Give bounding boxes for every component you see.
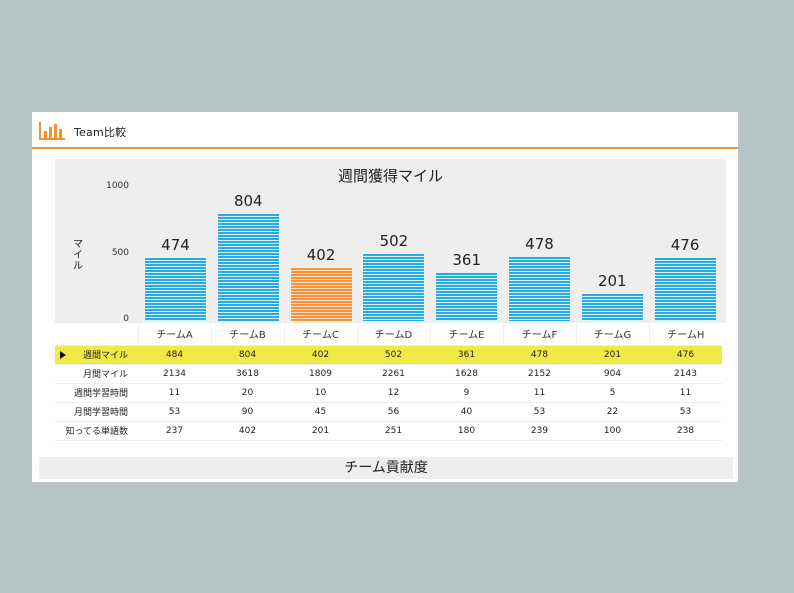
table-cell: 53 xyxy=(649,402,722,422)
row-label: 知ってる単語数 xyxy=(55,421,138,441)
bar[interactable] xyxy=(654,257,716,321)
bar[interactable] xyxy=(436,272,498,321)
weekly-miles-chart: 週間獲得マイル マイル 1000 500 0 474 804 402 502 361 478 20… xyxy=(55,159,726,324)
table-cell: 10 xyxy=(284,383,357,403)
table-cell: 2143 xyxy=(649,364,722,384)
category-label: チームB xyxy=(210,323,284,346)
table-cell: 22 xyxy=(576,402,649,422)
table-header-row: チームA チームB チームC チームD チームE チームF チームG チームH xyxy=(55,323,722,346)
table-cell: 402 xyxy=(211,421,284,441)
table-cell: 53 xyxy=(503,402,576,422)
bar-value-label: 804 xyxy=(233,192,263,211)
table-cell: 2152 xyxy=(503,364,576,384)
category-label: チームG xyxy=(575,323,649,346)
category-label: チームE xyxy=(429,323,503,346)
table-row[interactable]: 週間学習時間 11 20 10 12 9 11 5 11 xyxy=(55,383,722,403)
table-cell: 3618 xyxy=(211,364,284,384)
category-label: チームH xyxy=(648,323,722,346)
table-cell: 402 xyxy=(284,345,357,365)
row-label: 週間マイル xyxy=(55,345,138,365)
row-label: 月間マイル xyxy=(55,364,138,384)
table-cell: 90 xyxy=(211,402,284,422)
table-cell: 9 xyxy=(430,383,503,403)
table-cell: 904 xyxy=(576,364,649,384)
table-cell: 484 xyxy=(138,345,211,365)
table-row[interactable]: 月間マイル 2134 3618 1809 2261 1628 2152 904 2143 xyxy=(55,364,722,384)
table-cell: 239 xyxy=(503,421,576,441)
table-cell: 11 xyxy=(503,383,576,403)
bar-chart-icon xyxy=(39,122,65,140)
table-cell: 40 xyxy=(430,402,503,422)
table-cell: 56 xyxy=(357,402,430,422)
row-label: 月間学習時間 xyxy=(55,402,138,422)
bar-value-label: 478 xyxy=(525,235,554,254)
table-cell: 361 xyxy=(430,345,503,365)
bar-value-label: 474 xyxy=(161,235,190,254)
chart-title: 週間獲得マイル xyxy=(337,167,443,185)
table-cell: 12 xyxy=(357,383,430,403)
table-cell: 1628 xyxy=(430,364,503,384)
table-cell: 180 xyxy=(430,421,503,441)
y-axis-label: マイル xyxy=(73,239,83,272)
table-cell: 237 xyxy=(138,421,211,441)
team-compare-panel: Team比較 週間獲得マイル マイル 1000 500 0 474 804 402 502 3… xyxy=(32,112,738,482)
category-label: チームC xyxy=(283,323,357,346)
y-tick-label: 500 xyxy=(111,247,129,258)
table-cell: 2261 xyxy=(357,364,430,384)
bar[interactable] xyxy=(290,267,352,321)
team-contribution-section[interactable]: チーム貢献度 xyxy=(39,457,733,479)
table-cell: 502 xyxy=(357,345,430,365)
table-row[interactable]: 週間マイル 484 804 402 502 361 478 201 476 xyxy=(55,345,722,365)
table-cell: 20 xyxy=(211,383,284,403)
category-label: チームD xyxy=(356,323,430,346)
table-cell: 201 xyxy=(284,421,357,441)
table-cell: 5 xyxy=(576,383,649,403)
bar[interactable] xyxy=(363,254,425,321)
table-cell: 53 xyxy=(138,402,211,422)
table-cell: 1809 xyxy=(284,364,357,384)
bar[interactable] xyxy=(217,214,279,321)
table-cell: 11 xyxy=(649,383,722,403)
table-cell: 201 xyxy=(576,345,649,365)
bar-value-label: 201 xyxy=(597,272,627,291)
y-tick-label: 1000 xyxy=(106,181,129,191)
bar[interactable] xyxy=(145,257,206,321)
table-cell: 2134 xyxy=(138,364,211,384)
bar[interactable] xyxy=(581,294,643,321)
table-corner xyxy=(55,323,138,346)
table-cell: 45 xyxy=(284,402,357,422)
table-cell: 804 xyxy=(211,345,284,365)
bar-value-label: 402 xyxy=(306,245,336,264)
bar-value-label: 361 xyxy=(452,250,481,269)
table-row[interactable]: 月間学習時間 53 90 45 56 40 53 22 53 xyxy=(55,402,722,422)
stats-table: チームA チームB チームC チームD チームE チームF チームG チームH 週間マイル 48… xyxy=(55,323,722,441)
table-cell: 100 xyxy=(576,421,649,441)
table-cell: 238 xyxy=(649,421,722,441)
table-row[interactable]: 知ってる単語数 237 402 201 251 180 239 100 238 xyxy=(55,421,722,441)
row-label: 週間学習時間 xyxy=(55,383,138,403)
bar-value-label: 476 xyxy=(670,235,700,254)
selected-row-marker-icon xyxy=(60,350,66,359)
table-cell: 251 xyxy=(357,421,430,441)
table-cell: 476 xyxy=(649,345,722,365)
table-cell: 478 xyxy=(503,345,576,365)
bar[interactable] xyxy=(509,257,570,321)
category-label: チームF xyxy=(502,323,576,346)
bar-value-label: 502 xyxy=(379,232,409,251)
panel-title: Team比較 xyxy=(74,126,127,139)
table-cell: 11 xyxy=(138,383,211,403)
y-tick-label: 0 xyxy=(123,314,129,324)
category-label: チームA xyxy=(137,323,211,346)
panel-header: Team比較 xyxy=(32,112,738,149)
